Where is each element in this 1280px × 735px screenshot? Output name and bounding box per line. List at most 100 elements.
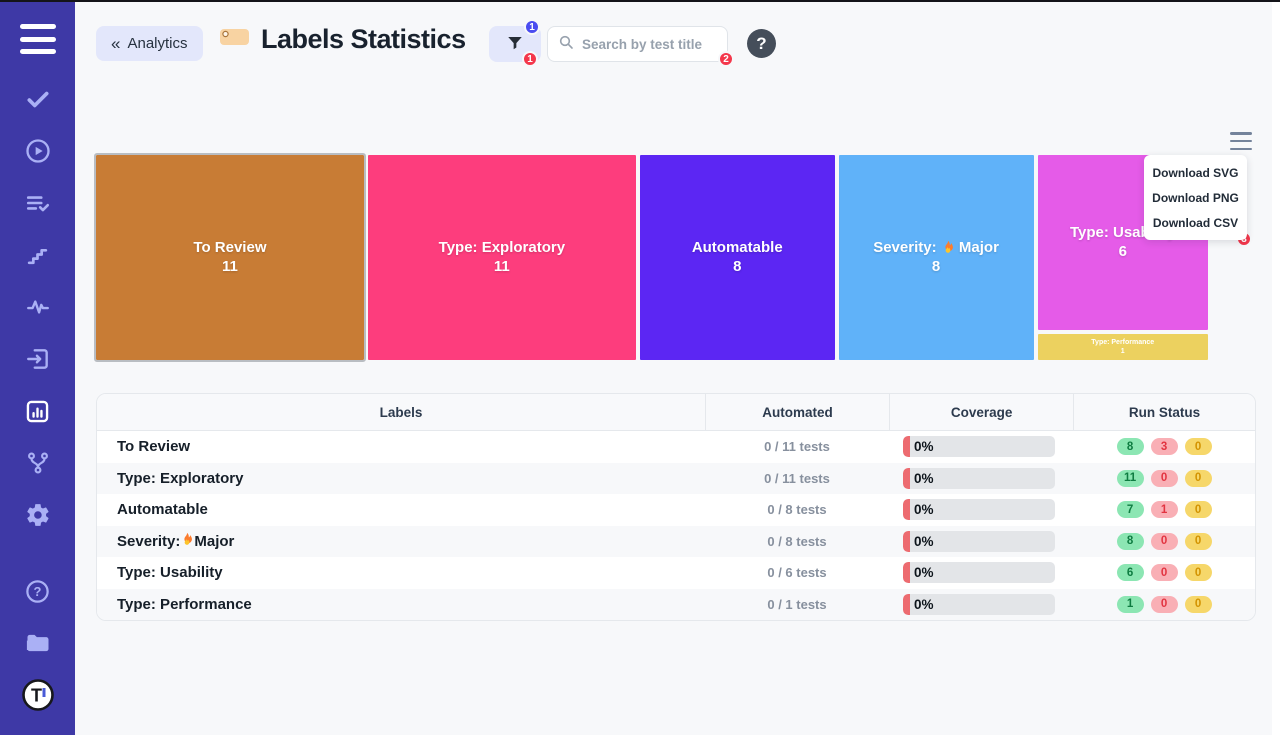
treemap-box-label: Type: Exploratory (438, 238, 566, 256)
treemap-box[interactable]: To Review 11 (94, 153, 366, 362)
coverage-percent: 0% (914, 565, 934, 581)
passed-count-badge: 7 (1116, 501, 1144, 519)
menu-item-download-csv[interactable]: Download CSV (1152, 215, 1239, 230)
sidebar-nav (20, 81, 56, 533)
sidebar-bottom-group: ? T (20, 573, 56, 713)
cell-automated: 0 / 8 tests (767, 533, 827, 549)
coverage-percent: 0% (914, 439, 934, 455)
table-row[interactable]: Type: Usability 0 / 6 tests 0% 6 0 0 (97, 557, 1255, 589)
treemap-box-label: To Review (193, 238, 267, 256)
treemap-box[interactable]: Type: Performance 1 (1037, 334, 1208, 360)
passed-count-badge: 6 (1116, 564, 1144, 582)
sidebar-item-runs[interactable] (20, 133, 56, 169)
sidebar-item-settings[interactable] (20, 497, 56, 533)
skipped-count-badge: 0 (1184, 469, 1212, 487)
table-header-row: Labels Automated Coverage Run Status (97, 394, 1255, 431)
search-input[interactable] (582, 36, 717, 52)
window-top-edge (0, 0, 1280, 2)
help-button[interactable]: ? (747, 29, 776, 58)
testomat-logo-icon: T (21, 678, 55, 712)
cell-coverage: 0% (889, 526, 1073, 558)
table-row[interactable]: Severity: Major 0 / 8 tests 0% 8 0 0 (97, 525, 1255, 558)
chevron-left-icon: « (111, 33, 121, 53)
cell-coverage: 0% (889, 557, 1073, 589)
help-circle-icon: ? (24, 578, 51, 605)
table-row[interactable]: Type: Performance 0 / 1 tests 0% 1 0 0 (97, 588, 1255, 621)
column-header-labels: Labels (379, 404, 423, 420)
svg-text:T: T (31, 686, 42, 706)
import-icon (25, 346, 51, 372)
search-icon (558, 34, 574, 55)
treemap-box[interactable]: Type: Exploratory 11 (367, 155, 636, 360)
chart-download-menu: Download SVG Download PNG Download CSV (1144, 155, 1247, 240)
skipped-count-badge: 0 (1184, 501, 1212, 519)
treemap-box-value: 11 (222, 257, 238, 275)
column-header-coverage: Coverage (889, 394, 1073, 430)
table-row[interactable]: To Review 0 / 11 tests 0% 8 3 0 (97, 431, 1255, 463)
back-button-label: Analytics (127, 35, 188, 52)
check-icon (25, 86, 51, 112)
coverage-bar-fill (903, 499, 911, 521)
cell-label: Type: Performance (117, 595, 252, 613)
sidebar-item-tests[interactable] (20, 81, 56, 117)
sidebar-item-import[interactable] (20, 341, 56, 377)
scrollbar-track[interactable] (1272, 0, 1280, 735)
cell-automated: 0 / 8 tests (767, 502, 827, 518)
failed-count-badge: 0 (1150, 532, 1178, 550)
treemap-box-value: 11 (493, 257, 510, 275)
coverage-bar-fill (903, 562, 911, 584)
list-check-icon (25, 190, 51, 216)
sidebar-item-plans[interactable] (20, 185, 56, 221)
labels-stats-table: Labels Automated Coverage Run Status To … (96, 393, 1256, 621)
sidebar-item-activity[interactable] (20, 289, 56, 325)
coverage-bar: 0% (903, 499, 1056, 521)
treemap: To Review 11 Type: Exploratory 11 Automatabl… (94, 153, 1208, 362)
sidebar-item-projects[interactable] (20, 625, 56, 661)
fire-icon (941, 239, 955, 256)
sidebar-item-help[interactable]: ? (20, 573, 56, 609)
menu-item-download-png[interactable]: Download PNG (1152, 190, 1239, 205)
skipped-count-badge: 0 (1184, 595, 1212, 613)
cell-run-status: 11 0 0 (1073, 463, 1255, 495)
table-body: To Review 0 / 11 tests 0% 8 3 0 Type: Explorat… (97, 431, 1255, 620)
sidebar-menu-icon[interactable] (19, 24, 56, 54)
cell-coverage: 0% (889, 494, 1073, 526)
filter-badge-top: 1 (524, 19, 540, 35)
column-header-automated: Automated (704, 394, 889, 430)
coverage-percent: 0% (914, 596, 934, 612)
chart-hamburger-menu-icon[interactable] (1230, 132, 1252, 150)
stairs-icon (25, 243, 50, 268)
treemap-box-label: Severity: Major (873, 238, 999, 256)
cell-label: Type: Exploratory (117, 469, 244, 487)
cell-automated: 0 / 1 tests (767, 596, 827, 612)
sidebar-item-logo[interactable]: T (20, 677, 56, 713)
treemap-box[interactable]: Automatable 8 (639, 155, 835, 360)
column-header-run-status: Run Status (1073, 394, 1255, 430)
treemap-box-value: 8 (733, 257, 742, 275)
back-to-analytics-button[interactable]: « Analytics (96, 26, 203, 61)
menu-item-download-svg[interactable]: Download SVG (1152, 165, 1239, 180)
failed-count-badge: 1 (1150, 501, 1178, 519)
sidebar-item-branches[interactable] (20, 445, 56, 481)
treemap-box[interactable]: Severity: Major 8 (838, 155, 1034, 360)
failed-count-badge: 0 (1150, 564, 1178, 582)
treemap-box-label: Type: Performance (1091, 338, 1155, 346)
table-row[interactable]: Type: Exploratory 0 / 11 tests 0% 11 0 0 (97, 462, 1255, 495)
cell-label: Type: Usability (117, 564, 223, 582)
coverage-percent: 0% (914, 470, 934, 486)
coverage-bar-fill (903, 593, 911, 615)
skipped-count-badge: 0 (1184, 564, 1212, 582)
sidebar-item-steps[interactable] (20, 237, 56, 273)
table-row[interactable]: Automatable 0 / 8 tests 0% 7 1 0 (97, 494, 1255, 526)
branch-icon (25, 450, 51, 476)
tag-icon (218, 25, 251, 54)
skipped-count-badge: 0 (1184, 532, 1212, 550)
search-box (547, 26, 728, 62)
cell-automated: 0 / 11 tests (764, 439, 830, 455)
cell-label: Automatable (117, 501, 208, 519)
sidebar-item-analytics[interactable] (20, 393, 56, 429)
